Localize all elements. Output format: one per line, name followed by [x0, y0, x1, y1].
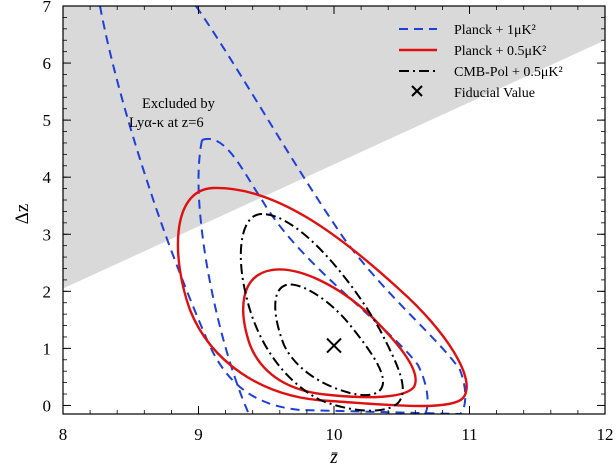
contours-layer	[99, 6, 468, 414]
y-tick-label: 0	[43, 396, 52, 415]
legend-label-cmbpol: CMB-Pol + 0.5μK²	[454, 65, 563, 80]
legend-swatch-fiducial	[411, 85, 423, 97]
x-tick-label: 10	[326, 425, 343, 444]
fiducial-x-stroke	[326, 337, 342, 354]
x-axis-title: z̄	[329, 447, 338, 468]
x-tick-label: 8	[59, 425, 68, 444]
planck-1uk-contour-inner	[197, 137, 429, 414]
legend-label-fiducial: Fiducial Value	[454, 86, 535, 101]
y-tick-label: 5	[43, 111, 52, 130]
excluded-label-line1: Excluded by	[142, 96, 216, 112]
fiducial-marker	[326, 337, 342, 354]
planck-05uk-contour-outer	[176, 186, 468, 408]
y-tick-label: 6	[43, 54, 52, 73]
y-tick-label: 7	[43, 0, 52, 16]
planck-05uk-contour-inner	[242, 268, 417, 399]
x-axis-ticks: 8 9 10 11 12	[59, 6, 614, 444]
x-tick-label: 9	[194, 425, 203, 444]
svg-text:Δz: Δz	[12, 204, 33, 225]
legend-label-planck-1uk: Planck + 1μK²	[454, 23, 536, 38]
x-tick-label: 11	[461, 425, 477, 444]
x-tick-label: 12	[597, 425, 614, 444]
y-tick-label: 2	[43, 282, 52, 301]
planck-1uk-contour-outer	[99, 6, 467, 414]
excluded-label-line2: Lyα-κ at z=6	[129, 115, 204, 131]
legend-label-planck-05uk: Planck + 0.5μK²	[454, 44, 546, 59]
svg-text:z̄: z̄	[329, 447, 338, 468]
y-tick-label: 3	[43, 225, 52, 244]
excluded-region	[63, 6, 605, 289]
cmbpol-contour-outer	[239, 212, 404, 412]
y-axis-title: Δz	[12, 204, 33, 225]
y-tick-label: 1	[43, 339, 52, 358]
y-tick-label: 4	[43, 168, 52, 187]
legend: Planck + 1μK² Planck + 0.5μK² CMB-Pol + …	[399, 23, 563, 101]
y-axis-ticks: 0 1 2 3 4 5 6 7	[43, 0, 605, 415]
